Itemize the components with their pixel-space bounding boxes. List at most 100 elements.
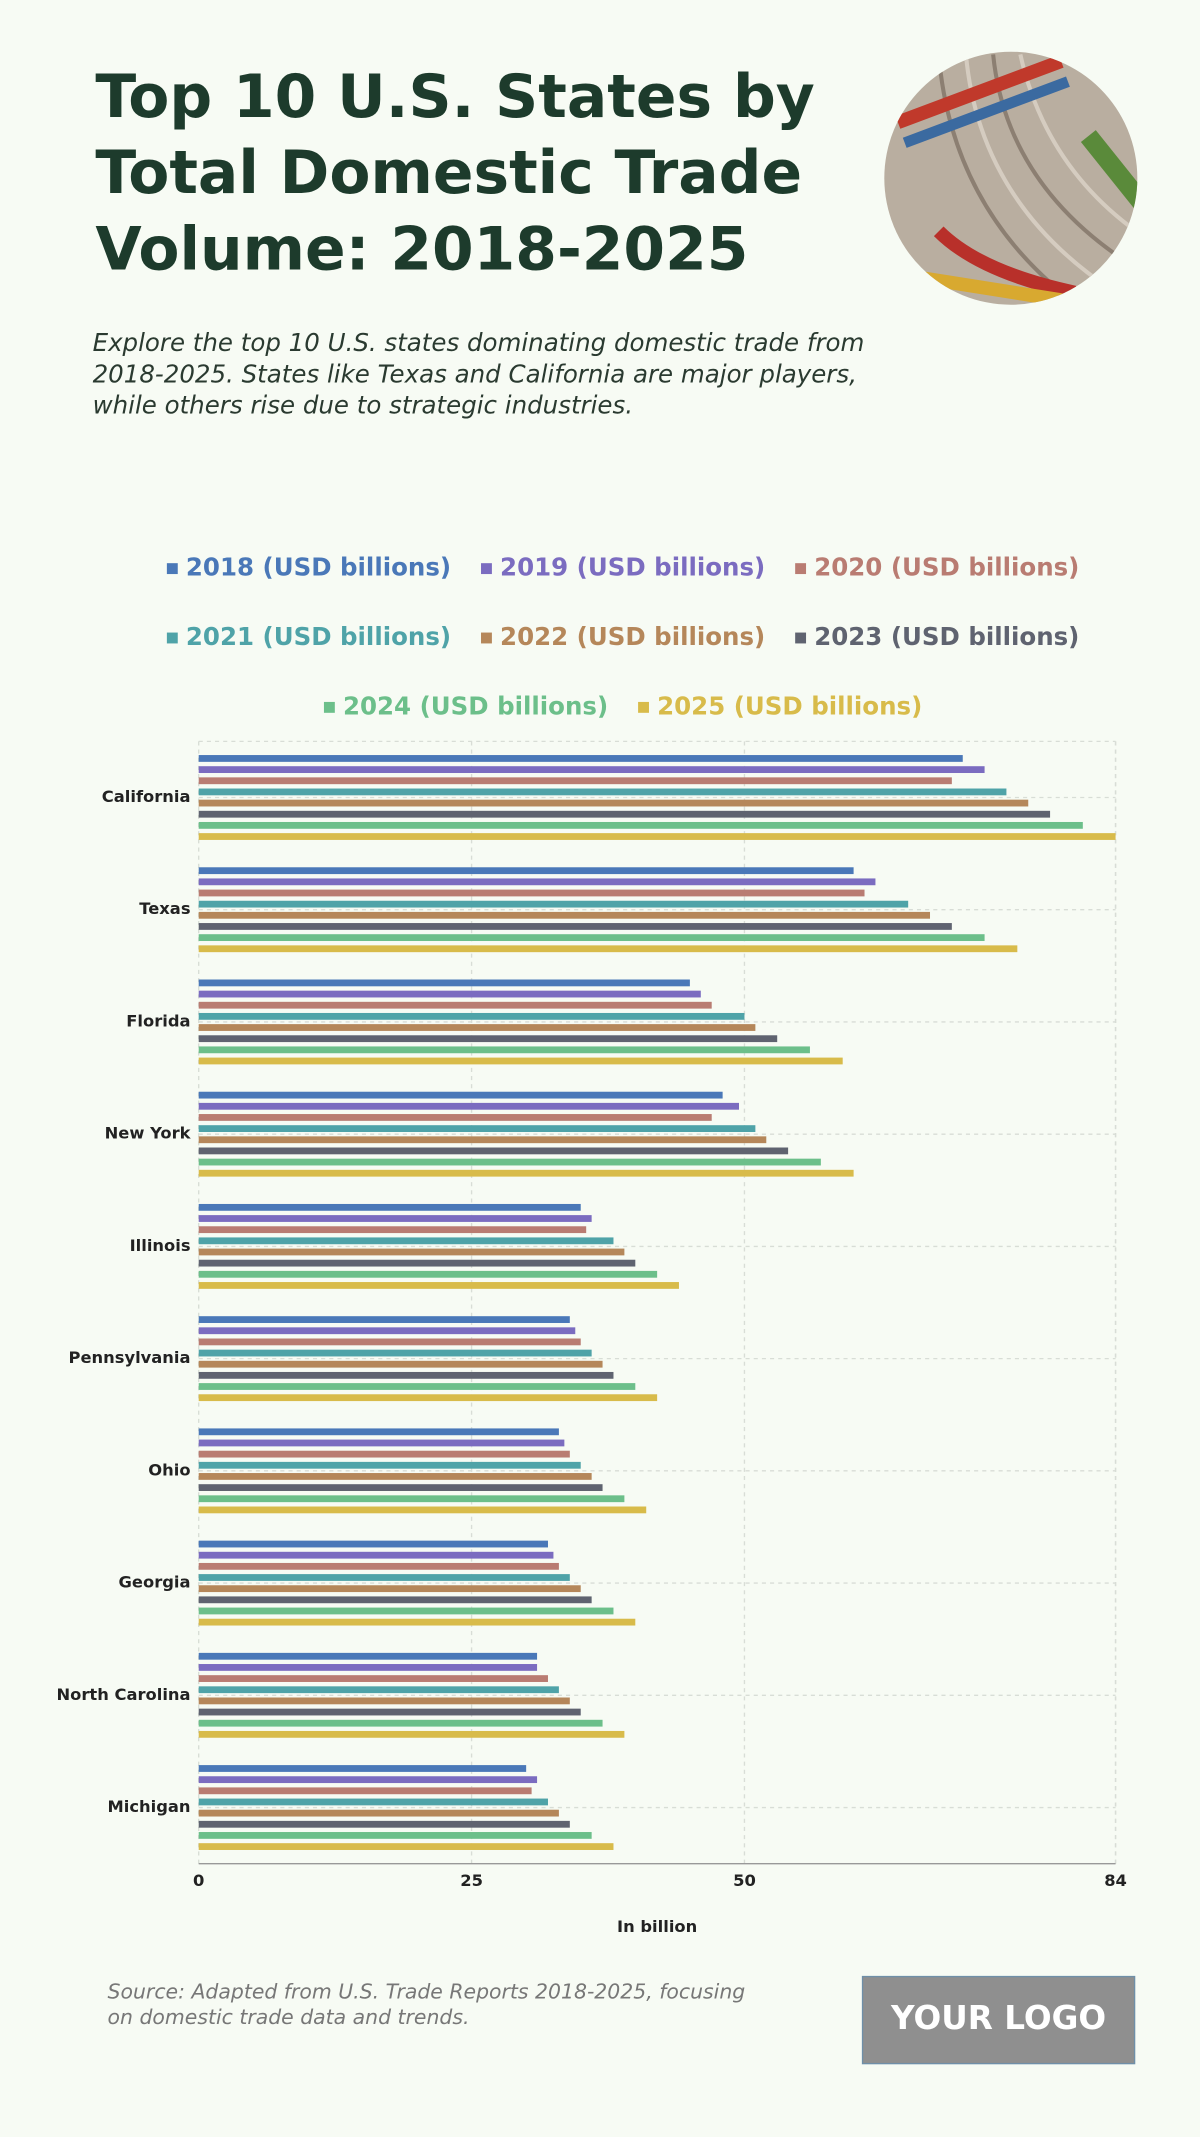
bar: [198, 1495, 625, 1503]
bar: [198, 1394, 658, 1402]
bar: [198, 1439, 565, 1447]
legend-item: 2024 (USD billions): [323, 691, 608, 720]
bar: [198, 1349, 592, 1357]
bar: [198, 911, 931, 919]
bar: [198, 821, 1083, 829]
bar: [198, 1237, 614, 1245]
legend-swatch: [166, 563, 178, 575]
bar: [198, 1798, 548, 1806]
source: Source: Adapted from U.S. Trade Reports …: [107, 1979, 746, 2030]
bar: [198, 889, 865, 897]
chart-subtitle: Explore the top 10 U.S. states dominatin…: [92, 329, 865, 421]
y-tick-label: Illinois: [130, 1236, 191, 1255]
bar: [198, 1675, 548, 1682]
bar: [198, 1259, 636, 1267]
bar: [198, 1820, 570, 1828]
bar: [198, 810, 1051, 818]
bar: [198, 1776, 538, 1784]
bar: [198, 1664, 538, 1671]
bar: [198, 1708, 581, 1716]
bar: [198, 799, 1029, 807]
legend-label: 2020 (USD billions): [814, 553, 1079, 582]
y-tick-label: Pennsylvania: [68, 1348, 190, 1367]
bar: [198, 777, 952, 785]
bar: [198, 945, 1018, 953]
logo-box: [861, 1975, 1136, 2065]
bar: [198, 1035, 778, 1043]
bar: [198, 1540, 548, 1548]
legend-item: 2023 (USD billions): [795, 622, 1079, 651]
bar: [198, 1484, 603, 1491]
x-tick-label: 50: [733, 1871, 756, 1890]
bar: [198, 1652, 538, 1660]
bar: [198, 1809, 559, 1817]
bar: [198, 1270, 658, 1278]
y-tick-label: New York: [105, 1124, 192, 1143]
source-box: Source: Adapted from U.S. Trade Reports …: [107, 1979, 746, 2030]
x-tick-label: 25: [460, 1871, 483, 1890]
bar: [198, 934, 985, 942]
bar: [198, 1102, 739, 1110]
bar: [198, 1057, 843, 1065]
bar: [198, 1730, 625, 1738]
bar: [198, 900, 909, 908]
bar: [198, 1282, 679, 1289]
legend-label: 2025 (USD billions): [657, 691, 922, 720]
legend-swatch: [323, 701, 335, 713]
legend-swatch: [166, 632, 178, 644]
bar: [198, 1203, 581, 1211]
bar: [198, 1360, 603, 1368]
y-tick-label: Texas: [139, 899, 190, 918]
y-tick-label: California: [102, 787, 191, 806]
bar: [198, 923, 952, 930]
legend-item: 2018 (USD billions): [166, 553, 451, 582]
bar: [198, 1136, 767, 1144]
bar: [198, 1450, 570, 1458]
bar: [198, 1371, 614, 1379]
bar: [198, 1562, 559, 1570]
bar: [198, 1001, 712, 1009]
bar: [198, 1585, 581, 1593]
bar: [198, 788, 1007, 796]
title-box: Top 10 U.S. States by Total Domestic Tra…: [95, 62, 815, 285]
chart-title: Top 10 U.S. States by Total Domestic Tra…: [95, 62, 815, 285]
y-tick-label: North Carolina: [57, 1685, 191, 1704]
bar: [198, 1316, 570, 1323]
legend-label: 2022 (USD billions): [500, 622, 765, 651]
bar: [198, 990, 701, 998]
legend-swatch: [638, 701, 649, 713]
bar: [198, 1473, 592, 1480]
y-tick-label: Florida: [126, 1011, 190, 1030]
bar: [198, 1461, 581, 1469]
bar: [198, 1046, 810, 1054]
legend-swatch: [481, 632, 492, 644]
legend-label: 2021 (USD billions): [186, 622, 451, 651]
bar: [198, 1832, 592, 1839]
bar: [198, 1125, 756, 1132]
bar: [198, 1158, 821, 1166]
legend-label: 2024 (USD billions): [343, 691, 608, 720]
legend-item: 2020 (USD billions): [795, 553, 1079, 582]
bar: [198, 755, 963, 762]
legend-item: 2025 (USD billions): [638, 691, 922, 720]
bar: [198, 1697, 570, 1705]
bar: [198, 1686, 559, 1694]
bar: [198, 1226, 587, 1234]
bar: [198, 1091, 723, 1099]
bar: [198, 1114, 712, 1121]
bar: [198, 1383, 636, 1390]
legend-swatch: [795, 563, 807, 575]
photo: [884, 51, 1138, 305]
y-tick-label: Ohio: [148, 1460, 190, 1479]
bar: [198, 1551, 554, 1559]
bar: [198, 1428, 559, 1436]
subtitle-box: Explore the top 10 U.S. states dominatin…: [92, 329, 865, 421]
bar: [198, 1169, 854, 1177]
bar: [198, 1215, 592, 1222]
bar: [198, 1338, 581, 1346]
x-tick-label: 0: [193, 1871, 204, 1890]
legend-item: 2022 (USD billions): [481, 622, 765, 651]
bar: [198, 1618, 636, 1626]
